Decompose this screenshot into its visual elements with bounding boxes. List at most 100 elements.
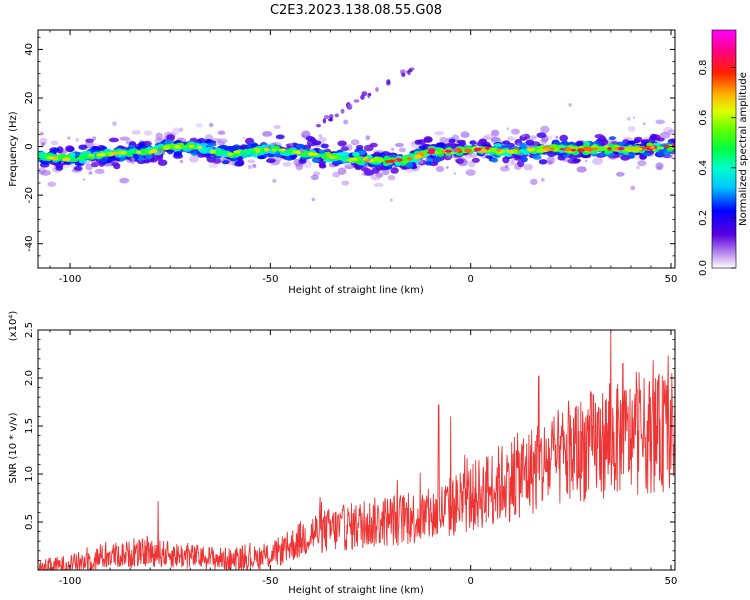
spectrogram-ylabel: Frequency (Hz) <box>8 111 19 187</box>
heatmap-cell <box>195 123 203 128</box>
heatmap-cell <box>164 139 173 145</box>
snr-ylabel: SNR (10 * v/v) <box>8 412 19 483</box>
heatmap-speck <box>626 116 631 121</box>
heatmap-cell <box>234 160 244 167</box>
heatmap-cell <box>157 159 168 166</box>
heatmap-cell <box>337 167 347 175</box>
heatmap-cell <box>652 142 661 147</box>
heatmap-cell <box>217 130 226 135</box>
colorbar-gradient <box>711 29 737 269</box>
heatmap-cell <box>340 146 349 152</box>
heatmap-peak <box>136 150 142 155</box>
heatmap-cell <box>505 152 512 157</box>
heatmap-cell <box>126 153 134 158</box>
colorbar-tick-label: 0.0 <box>698 260 709 276</box>
heatmap-peak <box>536 148 545 153</box>
heatmap-speck <box>179 159 184 164</box>
heatmap-cell <box>530 178 538 185</box>
heatmap-cell <box>656 151 665 157</box>
heatmap-peak <box>570 148 576 152</box>
y-tick-label: 2.0 <box>24 370 35 386</box>
heatmap-cell <box>246 148 254 154</box>
heatmap-cell <box>405 163 414 168</box>
heatmap-cell <box>375 158 383 162</box>
heatmap-cell <box>507 136 515 141</box>
heatmap-speck <box>367 157 371 162</box>
heatmap-cell <box>615 171 625 177</box>
heatmap-cell <box>485 155 493 159</box>
heatmap-speck <box>519 152 523 157</box>
heatmap-speck <box>318 134 322 138</box>
heatmap-speck <box>452 148 458 154</box>
heatmap-cell <box>598 146 605 152</box>
heatmap-speck <box>555 135 559 139</box>
heatmap-cell <box>129 149 137 154</box>
heatmap-cell <box>330 153 337 156</box>
heatmap-peak <box>46 156 54 160</box>
heatmap-cell <box>552 140 560 146</box>
heatmap-cell <box>347 103 353 110</box>
heatmap-cell <box>578 145 585 150</box>
y-tick-label: 0.5 <box>24 514 35 530</box>
heatmap-cell <box>119 177 130 184</box>
heatmap-speck <box>630 185 635 191</box>
heatmap-cell <box>594 134 604 139</box>
colorbar-label: Normalized spectral amplitude <box>738 72 749 226</box>
heatmap-cell <box>657 146 665 150</box>
heatmap-peak <box>407 156 413 161</box>
heatmap-cell <box>342 154 349 159</box>
heatmap-speck <box>299 148 305 154</box>
heatmap-cell <box>434 156 442 163</box>
heatmap-cell <box>465 169 476 176</box>
heatmap-speck <box>633 116 636 119</box>
heatmap-speck <box>391 147 395 151</box>
heatmap-cell <box>143 130 153 136</box>
heatmap-speck <box>642 122 647 126</box>
heatmap-peak <box>173 145 181 149</box>
heatmap-speck <box>115 155 119 159</box>
heatmap-speck <box>448 154 451 158</box>
spectrogram-heatmap <box>38 67 675 202</box>
heatmap-peak <box>592 147 599 151</box>
heatmap-speck <box>243 136 246 140</box>
heatmap-peak <box>415 154 423 159</box>
y-tick-label: -40 <box>24 236 35 252</box>
heatmap-cell <box>520 156 528 163</box>
heatmap-cell <box>324 115 330 119</box>
heatmap-peak <box>464 148 472 153</box>
heatmap-speck <box>480 151 485 155</box>
heatmap-peak <box>388 159 395 163</box>
heatmap-cell <box>71 157 79 162</box>
heatmap-cell <box>536 132 547 138</box>
heatmap-speck <box>114 160 118 164</box>
heatmap-cell <box>295 162 304 171</box>
heatmap-cell <box>401 156 409 161</box>
heatmap-speck <box>511 158 515 163</box>
heatmap-speck <box>445 166 449 169</box>
heatmap-peak <box>233 150 241 154</box>
heatmap-cell <box>434 131 445 136</box>
heatmap-peak <box>209 149 216 154</box>
spectrogram-frame <box>37 29 676 269</box>
heatmap-cell <box>402 159 409 164</box>
y-tick-label: 1.0 <box>24 466 35 482</box>
y-tick-label: 1.5 <box>24 418 35 434</box>
heatmap-speck <box>130 156 135 161</box>
heatmap-cell <box>642 152 652 157</box>
heatmap-speck <box>267 145 272 150</box>
heatmap-cell <box>316 124 321 128</box>
heatmap-speck <box>521 133 526 138</box>
heatmap-speck <box>669 155 673 159</box>
heatmap-peak <box>100 152 107 157</box>
heatmap-cell <box>502 156 510 164</box>
heatmap-speck <box>161 150 165 154</box>
heatmap-speck <box>157 147 163 153</box>
y-tick-label: 20 <box>24 92 35 105</box>
spectrogram-xlabel: Height of straight line (km) <box>288 285 424 296</box>
heatmap-speck <box>92 136 96 140</box>
heatmap-peak <box>313 152 318 156</box>
heatmap-speck <box>365 135 371 141</box>
heatmap-cell <box>85 163 93 171</box>
heatmap-cell <box>599 138 609 146</box>
